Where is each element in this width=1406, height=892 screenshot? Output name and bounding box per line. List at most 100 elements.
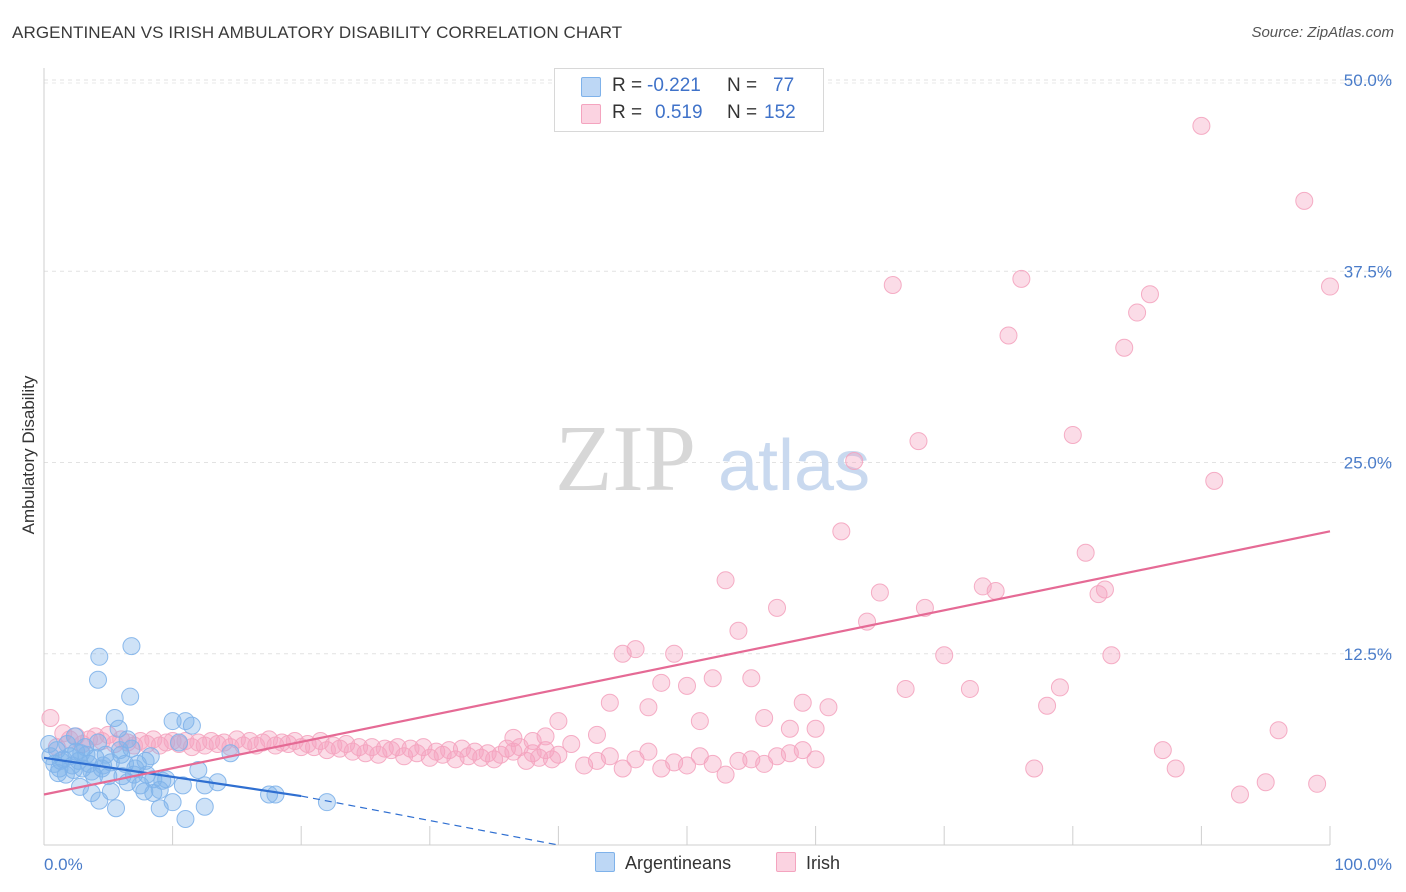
irish-point bbox=[1102, 646, 1121, 665]
irish-point bbox=[1295, 191, 1314, 210]
y-axis-title: Ambulatory Disability bbox=[19, 375, 38, 534]
legend-item-argentineans: Argentineans bbox=[595, 852, 731, 874]
argentineans-point bbox=[317, 793, 336, 812]
irish-point bbox=[703, 669, 722, 688]
y-tick-label: 37.5% bbox=[1344, 262, 1392, 281]
irish-point bbox=[639, 742, 658, 761]
irish-point bbox=[665, 644, 684, 663]
source-label: Source: ZipAtlas.com bbox=[1251, 24, 1394, 41]
irish-swatch bbox=[581, 104, 601, 124]
irish-point bbox=[1050, 678, 1069, 697]
argentineans-point bbox=[221, 744, 240, 763]
argentineans-point bbox=[176, 712, 195, 731]
n-value: 152 bbox=[764, 102, 796, 123]
argentineans-swatch bbox=[581, 77, 601, 97]
argentineans-swatch bbox=[595, 852, 615, 872]
irish-point bbox=[1205, 471, 1224, 490]
data-points bbox=[40, 116, 1339, 828]
irish-point bbox=[652, 673, 671, 692]
irish-point bbox=[600, 747, 619, 766]
argentineans-point bbox=[40, 735, 59, 754]
argentineans-point bbox=[101, 782, 120, 801]
irish-point bbox=[41, 709, 60, 728]
irish-point bbox=[1230, 785, 1249, 804]
argentineans-point bbox=[176, 809, 195, 828]
n-label: N = bbox=[727, 102, 758, 123]
irish-point bbox=[678, 756, 696, 775]
irish-swatch bbox=[776, 852, 796, 872]
irish-point bbox=[729, 751, 748, 770]
grid-lines bbox=[44, 79, 1392, 655]
argentineans-point bbox=[72, 744, 91, 763]
axis-labels: 12.5% 25.0% 37.5% 50.0% 0.0% 100.0% Ambulatory… bbox=[19, 71, 1392, 874]
argentineans-point bbox=[189, 761, 208, 780]
axes bbox=[43, 68, 1331, 846]
irish-point bbox=[819, 698, 838, 717]
irish-point bbox=[755, 709, 774, 728]
irish-point bbox=[1192, 116, 1211, 135]
irish-point bbox=[1025, 759, 1044, 778]
irish-point bbox=[806, 719, 825, 738]
irish-point bbox=[1166, 759, 1185, 778]
irish-point bbox=[542, 750, 561, 769]
irish-point bbox=[504, 728, 523, 747]
legend-item-irish: Irish bbox=[776, 852, 840, 874]
chart-title: ARGENTINEAN VS IRISH AMBULATORY DISABILI… bbox=[12, 23, 623, 42]
irish-point bbox=[793, 693, 812, 712]
r-label: R = bbox=[612, 102, 643, 123]
irish-point bbox=[562, 735, 581, 754]
irish-point bbox=[729, 621, 748, 640]
irish-point bbox=[1321, 277, 1339, 296]
argentineans-point bbox=[65, 727, 84, 746]
argentineans-point bbox=[136, 751, 155, 770]
x-tick-label: 0.0% bbox=[44, 855, 83, 874]
r-label: R = bbox=[612, 75, 643, 96]
argentineans-point bbox=[122, 739, 141, 758]
argentineans-point bbox=[163, 793, 182, 812]
argentineans-point bbox=[89, 670, 108, 689]
legend-label: Argentineans bbox=[625, 853, 732, 873]
irish-point bbox=[440, 741, 459, 760]
y-tick-label: 12.5% bbox=[1344, 645, 1392, 664]
irish-point bbox=[240, 731, 259, 750]
x-tick-label: 100.0% bbox=[1334, 855, 1392, 874]
irish-point bbox=[587, 725, 606, 744]
r-value: 0.519 bbox=[655, 102, 703, 123]
irish-point bbox=[806, 750, 825, 769]
irish-point bbox=[549, 745, 568, 764]
irish-point bbox=[742, 669, 761, 688]
irish-point bbox=[195, 736, 214, 755]
irish-point bbox=[639, 698, 658, 717]
y-tick-label: 50.0% bbox=[1344, 71, 1392, 90]
irish-point bbox=[793, 741, 812, 760]
argentineans-point bbox=[182, 716, 201, 735]
irish-point bbox=[472, 748, 491, 767]
irish-point bbox=[485, 750, 504, 769]
irish-point bbox=[1038, 696, 1057, 715]
irish-point bbox=[1153, 741, 1172, 760]
irish-point bbox=[915, 598, 934, 617]
irish-point bbox=[986, 582, 1005, 601]
irish-point bbox=[883, 276, 902, 295]
trend-lines bbox=[43, 530, 1331, 846]
argentineans-point bbox=[118, 730, 137, 749]
irish-point bbox=[388, 738, 407, 757]
argentineans-point bbox=[121, 687, 140, 706]
argentineans-point bbox=[58, 735, 77, 754]
irish-point bbox=[678, 676, 696, 695]
irish-point bbox=[157, 733, 176, 752]
irish-point bbox=[716, 765, 735, 784]
irish-point bbox=[1308, 774, 1327, 793]
irish-point bbox=[536, 727, 555, 746]
irish-point bbox=[703, 754, 722, 773]
irish-point bbox=[504, 742, 523, 761]
irish-point bbox=[832, 522, 851, 541]
irish-point bbox=[375, 739, 394, 758]
argentineans-point bbox=[170, 733, 189, 752]
irish-point bbox=[1256, 773, 1275, 792]
irish-point bbox=[317, 741, 336, 760]
argentineans-point bbox=[90, 647, 109, 666]
correlation-legend: R = -0.221 N = 77 R = 0.519 N = 152 bbox=[554, 68, 824, 132]
irish-point bbox=[1089, 585, 1108, 604]
argentineans-point bbox=[135, 782, 154, 801]
